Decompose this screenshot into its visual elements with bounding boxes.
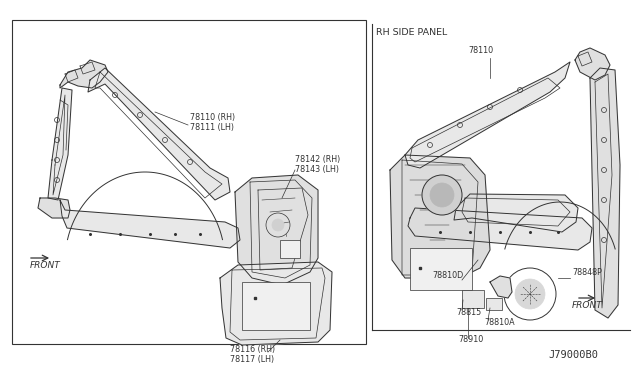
- Bar: [462, 290, 484, 308]
- Polygon shape: [60, 200, 240, 248]
- Text: 78110: 78110: [468, 46, 493, 55]
- Text: FRONT: FRONT: [572, 301, 603, 310]
- Polygon shape: [48, 88, 72, 200]
- Circle shape: [272, 219, 284, 231]
- Polygon shape: [235, 175, 318, 285]
- Polygon shape: [390, 155, 490, 278]
- Text: 78143 (LH): 78143 (LH): [295, 165, 339, 174]
- Circle shape: [422, 175, 462, 215]
- Circle shape: [515, 279, 545, 309]
- Circle shape: [504, 268, 556, 320]
- Polygon shape: [454, 194, 578, 232]
- Text: 78111 (LH): 78111 (LH): [190, 123, 234, 132]
- Bar: [280, 240, 300, 258]
- Polygon shape: [220, 262, 332, 345]
- Polygon shape: [490, 276, 512, 298]
- Polygon shape: [88, 68, 230, 200]
- Polygon shape: [405, 62, 570, 168]
- Bar: [410, 248, 472, 290]
- Polygon shape: [38, 198, 70, 218]
- Text: FRONT: FRONT: [30, 261, 61, 270]
- Text: 78110 (RH): 78110 (RH): [190, 113, 235, 122]
- Circle shape: [430, 183, 454, 207]
- Bar: [12, 20, 366, 344]
- Text: 78815: 78815: [456, 308, 481, 317]
- Bar: [242, 282, 310, 330]
- Polygon shape: [408, 208, 592, 250]
- Text: 78142 (RH): 78142 (RH): [295, 155, 340, 164]
- Text: 78117 (LH): 78117 (LH): [230, 355, 274, 364]
- Polygon shape: [575, 48, 610, 80]
- Bar: [486, 298, 502, 310]
- Text: 78848P: 78848P: [572, 268, 602, 277]
- Polygon shape: [60, 60, 108, 88]
- Text: RH SIDE PANEL: RH SIDE PANEL: [376, 28, 447, 37]
- Text: J79000B0: J79000B0: [548, 350, 598, 360]
- Text: 78810D: 78810D: [432, 271, 463, 280]
- Text: 78810A: 78810A: [484, 318, 515, 327]
- Polygon shape: [590, 68, 620, 318]
- Text: 78910: 78910: [458, 335, 483, 344]
- Text: 78116 (RH): 78116 (RH): [230, 345, 275, 354]
